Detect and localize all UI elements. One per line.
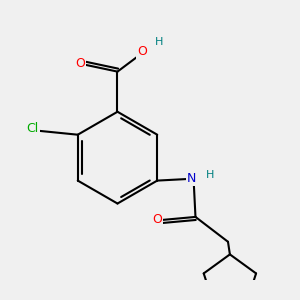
Text: O: O [152, 214, 162, 226]
Text: H: H [154, 37, 163, 47]
Text: O: O [137, 45, 147, 58]
Text: H: H [206, 170, 214, 180]
Text: Cl: Cl [26, 122, 39, 136]
Text: O: O [76, 58, 85, 70]
Text: N: N [187, 172, 196, 185]
